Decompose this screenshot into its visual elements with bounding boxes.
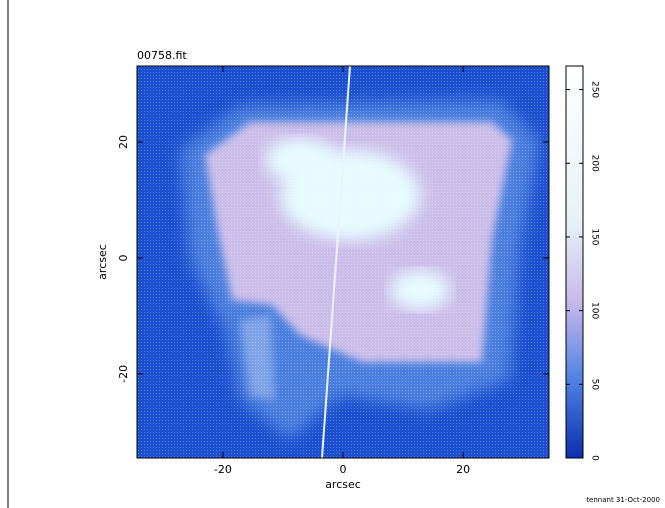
colorbar-tick-label: 50	[590, 379, 600, 391]
colorbar-tick-label: 150	[590, 228, 600, 245]
x-tick-label: -20	[214, 463, 232, 476]
chart: 00758.fit arcsec arcsec tennant 31-Oct-2…	[0, 0, 665, 508]
colorbar	[566, 66, 583, 458]
y-tick-label: -20	[117, 365, 130, 383]
chart-title: 00758.fit	[137, 49, 187, 62]
colorbar-tick-label: 0	[590, 455, 600, 461]
colorbar-tick-label: 200	[590, 155, 600, 172]
annotation: tennant 31-Oct-2000	[586, 496, 660, 504]
colorbar-tick-label: 100	[590, 302, 600, 319]
x-tick-label: 0	[340, 463, 347, 476]
y-tick-label: 20	[117, 135, 130, 149]
y-axis-label: arcsec	[96, 244, 109, 280]
image	[137, 66, 549, 458]
colorbar-tick-label: 250	[590, 81, 600, 98]
x-axis-label: arcsec	[325, 478, 361, 491]
y-tick-label: 0	[117, 254, 130, 261]
x-tick-label: 20	[456, 463, 470, 476]
